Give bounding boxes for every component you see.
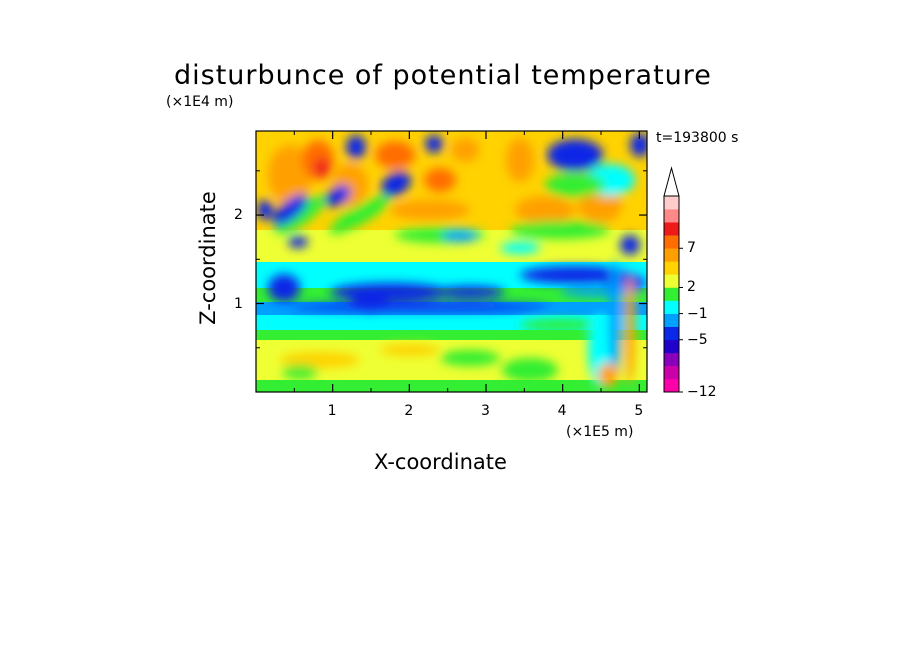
colorbar-tick-label: 7 [687, 240, 696, 257]
colorbar-swatch [664, 339, 679, 354]
colorbar-swatch [664, 209, 679, 223]
colorbar-tick-label: 2 [687, 279, 696, 296]
colorbar-tick-label: −12 [687, 384, 717, 400]
y-tick-label: 2 [234, 207, 243, 224]
colorbar-swatch [664, 313, 679, 327]
y-axis-title: Z-coordinate [196, 191, 220, 325]
colorbar-tick-label: −1 [687, 305, 708, 322]
colorbar-swatch [664, 326, 679, 341]
y-tick-label: 1 [234, 295, 243, 312]
colorbar-swatch [664, 352, 679, 367]
colorbar-swatch [664, 287, 679, 301]
colorbar-swatch [664, 235, 679, 249]
time-label: t=193800 s [656, 130, 739, 146]
colorbar-swatch [664, 222, 679, 236]
colorbar-extend-arrow [663, 166, 680, 197]
colorbar-frame [663, 195, 680, 393]
x-tick-label: 4 [557, 403, 567, 419]
x-tick-label: 3 [481, 403, 490, 419]
x-tick-label: 1 [327, 403, 337, 419]
colorbar-swatch [664, 261, 679, 275]
plot-frame [255, 130, 648, 393]
colorbar-swatch [664, 196, 679, 210]
colorbar [663, 166, 683, 393]
colorbar-tick-label: −5 [687, 331, 708, 348]
y-axis-unit: (×1E4 m) [166, 94, 234, 110]
x-tick-label: 2 [404, 403, 414, 419]
x-axis-title: X-coordinate [374, 450, 507, 474]
contour-field [256, 131, 647, 392]
x-axis-ticks [293, 131, 640, 392]
colorbar-swatch [664, 248, 679, 262]
colorbar-swatch [664, 378, 679, 393]
chart-title: disturbunce of potential temperature [174, 60, 712, 91]
colorbar-swatch [664, 300, 679, 314]
x-tick-label: 5 [634, 403, 644, 419]
y-axis-ticks [256, 170, 647, 349]
x-axis-unit: (×1E5 m) [566, 424, 634, 440]
colorbar-swatch [664, 274, 679, 288]
colorbar-swatch [664, 365, 679, 380]
